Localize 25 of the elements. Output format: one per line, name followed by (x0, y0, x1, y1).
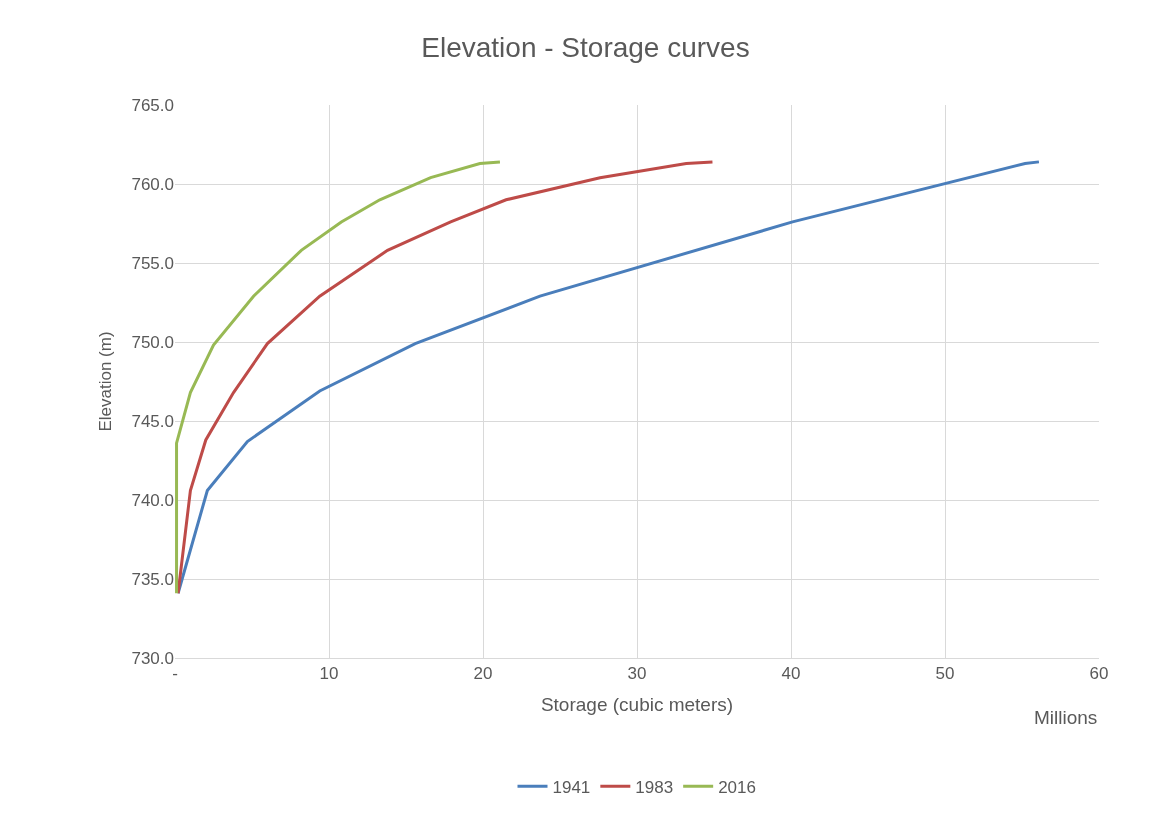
legend-label: 2016 (718, 777, 756, 797)
x-axis-title: Storage (cubic meters) (540, 694, 734, 716)
y-tick-label: 745.0 (131, 411, 174, 431)
x-tick-label: 60 (1089, 664, 1109, 684)
y-tick-label: 740.0 (131, 490, 174, 510)
y-tick-label: 750.0 (131, 332, 174, 352)
line-series (175, 160, 502, 595)
y-tick-label: 735.0 (131, 569, 174, 589)
y-tick-label: 730.0 (131, 648, 174, 668)
x-tick-label: 50 (935, 664, 955, 684)
x-tick-label: - (172, 664, 178, 684)
y-axis-title: Elevation (m) (96, 331, 115, 432)
chart-title: Elevation - Storage curves (421, 31, 750, 63)
x-tick-label: 40 (781, 664, 801, 684)
x-tick-label: 10 (319, 664, 339, 684)
legend-label: 1941 (552, 777, 591, 797)
line-series (176, 160, 714, 595)
y-tick-label: 755.0 (131, 253, 174, 273)
x-tick-label: 20 (473, 664, 493, 684)
y-tick-label: 765.0 (131, 95, 174, 115)
x-tick-label: 30 (627, 664, 647, 684)
text: Millions (1034, 707, 1098, 728)
y-tick-label: 760.0 (131, 174, 174, 194)
legend-label: 1983 (635, 777, 674, 797)
line-series (176, 160, 1041, 595)
